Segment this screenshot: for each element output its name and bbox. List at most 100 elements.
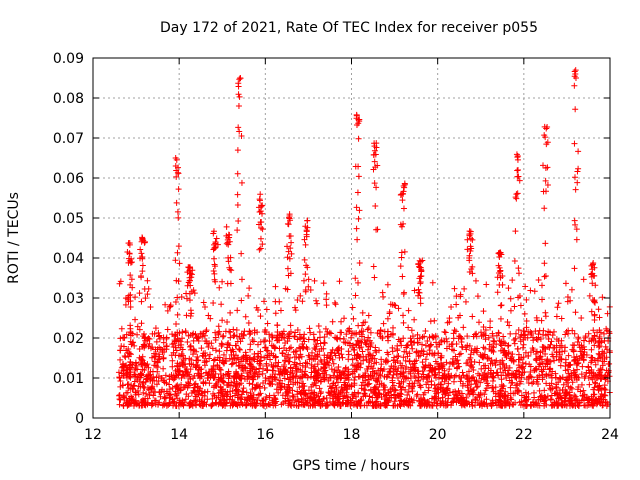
data-point bbox=[303, 233, 310, 240]
data-point bbox=[483, 385, 490, 392]
data-point bbox=[570, 402, 577, 409]
data-point bbox=[556, 390, 563, 397]
data-point bbox=[554, 402, 561, 409]
data-point bbox=[187, 343, 194, 350]
data-point bbox=[531, 394, 538, 401]
data-point bbox=[599, 294, 606, 301]
data-point bbox=[209, 401, 216, 408]
data-point bbox=[589, 261, 596, 268]
data-point bbox=[190, 351, 197, 358]
data-point bbox=[155, 356, 162, 363]
data-point bbox=[216, 284, 223, 291]
data-point bbox=[571, 357, 578, 364]
data-point bbox=[397, 338, 404, 345]
data-point bbox=[500, 361, 507, 368]
data-point bbox=[413, 349, 420, 356]
data-point bbox=[420, 351, 427, 358]
data-point bbox=[491, 338, 498, 345]
data-point bbox=[504, 343, 511, 350]
data-point bbox=[457, 394, 464, 401]
data-point bbox=[128, 393, 135, 400]
data-point bbox=[419, 334, 426, 341]
data-point bbox=[224, 391, 231, 398]
data-point bbox=[445, 380, 452, 387]
data-point bbox=[218, 389, 225, 396]
data-point bbox=[492, 362, 499, 369]
data-point bbox=[165, 390, 172, 397]
data-point bbox=[219, 317, 226, 324]
data-point bbox=[263, 394, 270, 401]
data-point bbox=[602, 392, 609, 399]
data-point bbox=[577, 388, 584, 395]
data-point bbox=[505, 400, 512, 407]
data-point bbox=[590, 397, 597, 404]
data-point bbox=[218, 340, 225, 347]
data-point bbox=[379, 335, 386, 342]
data-point bbox=[383, 392, 390, 399]
data-point bbox=[130, 383, 137, 390]
data-point bbox=[415, 374, 422, 381]
data-point bbox=[572, 186, 579, 193]
data-point bbox=[235, 102, 242, 109]
data-point bbox=[331, 299, 338, 306]
data-point bbox=[417, 258, 424, 265]
data-point bbox=[374, 226, 381, 233]
data-point bbox=[542, 240, 549, 247]
data-point bbox=[173, 277, 180, 284]
data-point bbox=[595, 350, 602, 357]
data-point bbox=[173, 321, 180, 328]
data-point bbox=[358, 385, 365, 392]
data-point bbox=[175, 214, 182, 221]
data-point bbox=[386, 309, 393, 316]
data-point bbox=[467, 351, 474, 358]
data-point bbox=[393, 370, 400, 377]
data-point bbox=[172, 333, 179, 340]
data-point bbox=[148, 384, 155, 391]
data-point bbox=[320, 280, 327, 287]
data-point bbox=[533, 378, 540, 385]
data-point bbox=[126, 250, 133, 257]
data-point bbox=[126, 373, 133, 380]
data-point bbox=[175, 342, 182, 349]
data-point bbox=[373, 398, 380, 405]
data-point bbox=[542, 313, 549, 320]
data-point bbox=[502, 340, 509, 347]
data-point bbox=[439, 397, 446, 404]
data-point bbox=[151, 330, 158, 337]
data-point bbox=[469, 263, 476, 270]
data-point bbox=[501, 392, 508, 399]
data-point bbox=[307, 373, 314, 380]
data-point bbox=[272, 298, 279, 305]
data-point bbox=[547, 358, 554, 365]
y-tick-label: 0.05 bbox=[53, 211, 84, 227]
data-point bbox=[568, 397, 575, 404]
data-point bbox=[381, 396, 388, 403]
data-point bbox=[314, 351, 321, 358]
data-point bbox=[299, 343, 306, 350]
data-point bbox=[418, 373, 425, 380]
data-point bbox=[490, 374, 497, 381]
data-point bbox=[211, 244, 218, 251]
data-point bbox=[588, 354, 595, 361]
data-point bbox=[278, 401, 285, 408]
data-point bbox=[254, 307, 261, 314]
x-tick-label: 20 bbox=[429, 427, 447, 443]
data-point bbox=[420, 391, 427, 398]
data-point bbox=[519, 344, 526, 351]
data-point bbox=[443, 345, 450, 352]
data-point bbox=[346, 342, 353, 349]
data-point bbox=[370, 166, 377, 173]
data-point bbox=[456, 312, 463, 319]
data-point bbox=[572, 71, 579, 78]
data-point bbox=[224, 236, 231, 243]
data-point bbox=[406, 358, 413, 365]
data-point bbox=[176, 260, 183, 267]
data-point bbox=[336, 278, 343, 285]
data-point bbox=[288, 239, 295, 246]
data-point bbox=[230, 333, 237, 340]
x-tick-label: 12 bbox=[84, 427, 102, 443]
data-point bbox=[599, 353, 606, 360]
data-point bbox=[276, 371, 283, 378]
data-point bbox=[376, 391, 383, 398]
data-point bbox=[344, 374, 351, 381]
